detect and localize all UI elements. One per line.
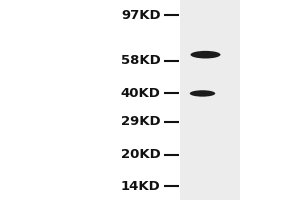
Text: 40KD: 40KD	[121, 87, 160, 100]
Text: 20KD: 20KD	[121, 148, 160, 161]
Text: 14KD: 14KD	[121, 180, 160, 193]
Ellipse shape	[190, 51, 220, 58]
Text: 97KD: 97KD	[121, 9, 160, 22]
Text: 58KD: 58KD	[121, 54, 160, 67]
Bar	[180, 0, 240, 200]
Text: 29KD: 29KD	[121, 115, 160, 128]
Ellipse shape	[190, 90, 215, 97]
